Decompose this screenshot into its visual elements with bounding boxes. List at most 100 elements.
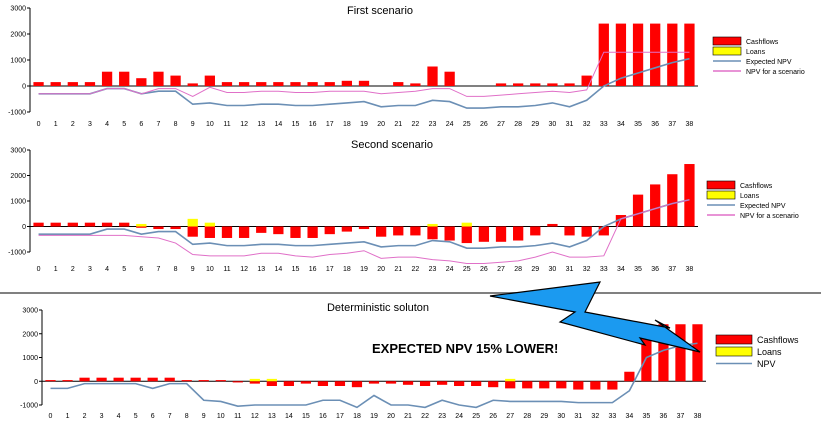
cashflow-bar	[290, 82, 301, 86]
expected-npv-line	[50, 342, 698, 409]
cashflow-bar	[598, 226, 609, 236]
cashflow-bar	[684, 23, 695, 87]
cashflow-bar	[471, 381, 482, 386]
x-tick-label: 0	[37, 266, 41, 273]
x-tick-label: 24	[455, 413, 463, 420]
cashflow-bar	[402, 381, 414, 385]
cashflow-bar	[221, 226, 233, 238]
loan-bar	[266, 378, 277, 382]
cashflow-bar	[368, 381, 380, 384]
y-tick-label: 2000	[22, 331, 38, 338]
x-tick-label: 2	[83, 413, 87, 420]
x-tick-label: 11	[223, 121, 230, 128]
cashflow-bar	[164, 377, 175, 382]
x-tick-label: 29	[531, 121, 539, 128]
cashflow-bar	[624, 371, 635, 382]
x-tick-label: 25	[472, 413, 480, 420]
cashflow-bar	[273, 82, 284, 86]
legend-swatch	[706, 180, 736, 190]
cashflow-bar	[33, 82, 44, 86]
y-tick-label: 2000	[10, 173, 26, 180]
y-tick-label: 3000	[10, 148, 26, 155]
cashflow-bar	[204, 226, 215, 238]
x-tick-label: 34	[617, 121, 625, 128]
x-tick-label: 28	[514, 121, 522, 128]
y-tick-label: 1000	[22, 355, 38, 362]
x-tick-label: 2	[71, 266, 75, 273]
cashflow-bar	[198, 380, 209, 382]
x-tick-label: 14	[285, 413, 293, 420]
cashflow-bar	[181, 380, 192, 382]
x-tick-label: 16	[309, 121, 317, 128]
x-tick-label: 2	[71, 121, 75, 128]
cashflow-bar	[187, 226, 198, 237]
cashflow-bar	[290, 226, 301, 238]
loan-bar	[505, 378, 516, 382]
cashflow-bar	[547, 223, 558, 227]
legend-label: NPV for a scenario	[740, 213, 799, 220]
loan-bar	[249, 378, 260, 382]
x-tick-label: 18	[353, 413, 361, 420]
loan-bar	[427, 223, 438, 227]
x-tick-label: 33	[600, 266, 608, 273]
x-tick-label: 16	[309, 266, 317, 273]
legend-label: NPV	[757, 359, 776, 369]
cashflow-bar	[478, 226, 490, 242]
cashflow-bar	[119, 222, 130, 227]
x-tick-label: 11	[234, 413, 241, 420]
x-tick-label: 9	[191, 121, 195, 128]
cashflow-bar	[667, 174, 678, 227]
cashflow-bar	[324, 82, 335, 86]
x-tick-label: 13	[257, 266, 265, 273]
cashflow-bar	[96, 377, 107, 382]
x-tick-label: 0	[49, 413, 53, 420]
cashflow-bar	[615, 215, 627, 227]
cashflow-bar	[67, 222, 78, 227]
x-tick-label: 21	[394, 121, 402, 128]
x-tick-label: 34	[617, 266, 625, 273]
x-tick-label: 17	[326, 121, 334, 128]
cashflow-bar	[153, 226, 164, 230]
cashflow-bar	[556, 381, 567, 389]
x-tick-label: 13	[257, 121, 265, 128]
y-tick-label: 0	[22, 84, 26, 91]
cashflow-bar	[334, 381, 346, 386]
x-tick-label: 10	[206, 266, 214, 273]
x-tick-label: 11	[223, 266, 230, 273]
cashflow-bar	[427, 226, 438, 240]
x-tick-label: 12	[240, 121, 248, 128]
x-tick-label: 22	[411, 266, 419, 273]
x-tick-label: 8	[174, 266, 178, 273]
cashflow-bar	[317, 381, 329, 386]
x-tick-label: 1	[66, 413, 70, 420]
cashflow-bar	[454, 381, 465, 386]
x-tick-label: 13	[268, 413, 276, 420]
x-tick-label: 7	[157, 121, 161, 128]
x-tick-label: 1	[54, 121, 58, 128]
x-tick-label: 32	[591, 413, 599, 420]
x-tick-label: 23	[429, 121, 437, 128]
x-tick-label: 31	[566, 266, 574, 273]
lightning-arrow	[489, 281, 701, 353]
loan-bar	[136, 223, 147, 227]
cashflow-bar	[444, 71, 455, 86]
x-tick-label: 27	[506, 413, 514, 420]
deterministic-solution-panel: Deterministic soluton -1000 0 1000 2000 3000 0…	[20, 302, 799, 420]
x-tick-label: 9	[191, 266, 195, 273]
x-tick-label: 37	[668, 266, 676, 273]
cashflow-bar	[351, 381, 363, 388]
cashflow-bar	[136, 226, 147, 228]
loan-bar	[187, 218, 198, 227]
cashflow-bar	[33, 222, 44, 227]
cashflow-bar	[266, 381, 277, 386]
cashflow-bar	[658, 324, 669, 382]
cashflow-bar	[513, 83, 524, 86]
y-tick-label: -1000	[8, 250, 26, 257]
cashflow-bar	[101, 222, 113, 227]
cashflow-bar	[101, 71, 113, 86]
cashflow-bar	[341, 80, 353, 86]
cashflow-bar	[632, 23, 644, 87]
x-tick-label: 32	[583, 266, 591, 273]
